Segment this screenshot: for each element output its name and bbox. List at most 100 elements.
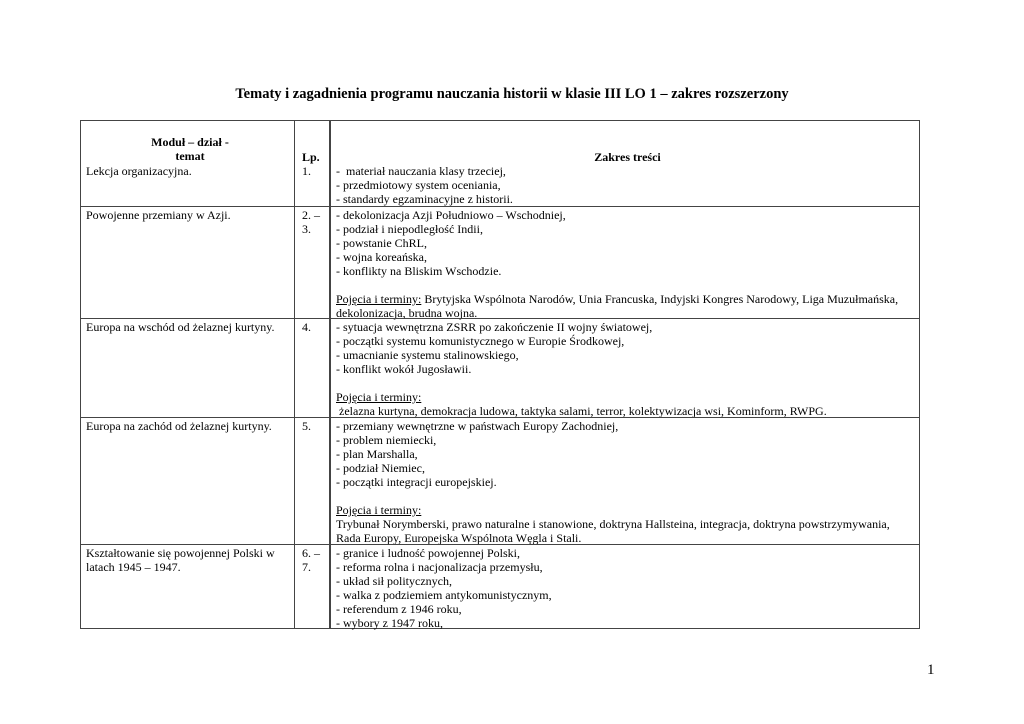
lp-text: 6. – bbox=[302, 546, 320, 560]
topic-cell: Powojenne przemiany w Azji. bbox=[81, 207, 294, 318]
content-text: - wojna koreańska, bbox=[336, 250, 427, 264]
content-line: - wojna koreańska, bbox=[336, 250, 919, 264]
content-line: Trybunał Norymberski, prawo naturalne i … bbox=[336, 517, 919, 531]
content-line: - powstanie ChRL, bbox=[336, 236, 919, 250]
table-row: Powojenne przemiany w Azji. 2. –3. - dekol… bbox=[81, 206, 919, 320]
content-text: - układ sił politycznych, bbox=[336, 574, 452, 588]
content-text: - standardy egzaminacyjne z historii. bbox=[336, 192, 513, 206]
content-text: Trybunał Norymberski, prawo naturalne i … bbox=[336, 517, 890, 531]
content-line: - początki integracji europejskiej. bbox=[336, 475, 919, 489]
lp-text: 5. bbox=[302, 419, 311, 433]
content-text: - przedmiotowy system oceniania, bbox=[336, 178, 501, 192]
content-text: - podział Niemiec, bbox=[336, 461, 425, 475]
content-line: - granice i ludność powojennej Polski, bbox=[336, 546, 919, 560]
content-line: Rada Europy, Europejska Wspólnota Węgla … bbox=[336, 531, 919, 545]
lp-cell: 6. –7. bbox=[294, 545, 329, 628]
content-line: - materiał nauczania klasy trzeciej, bbox=[336, 164, 919, 178]
table-row: Kształtowanie się powojennej Polski w lat… bbox=[81, 544, 919, 630]
topic-text: Powojenne przemiany w Azji. bbox=[86, 208, 231, 222]
content-cell: - granice i ludność powojennej Polski, - … bbox=[329, 545, 919, 630]
header-module-line: Moduł – dział - bbox=[151, 135, 229, 149]
table-row: Lekcja organizacyjna. 1. - materiał naucza… bbox=[81, 163, 919, 206]
content-text: - sytuacja wewnętrzna ZSRR po zakończeni… bbox=[336, 320, 653, 334]
table-header-row: Moduł – dział - temat Lp. Zakres treści bbox=[81, 121, 919, 164]
content-line: Pojęcia i terminy: bbox=[336, 503, 919, 517]
content-line: - początki systemu komunistycznego w Eur… bbox=[336, 334, 919, 348]
content-text: - konflikty na Bliskim Wschodzie. bbox=[336, 264, 502, 278]
content-line: - referendum z 1946 roku, bbox=[336, 602, 919, 616]
terms-label: Pojęcia i terminy: bbox=[336, 390, 422, 404]
topic-text: Europa na wschód od żelaznej kurtyny. bbox=[86, 320, 275, 334]
content-line bbox=[336, 489, 919, 503]
curriculum-table: Moduł – dział - temat Lp. Zakres treści … bbox=[80, 120, 920, 630]
content-line: dekolonizacja, brudna wojna. bbox=[336, 306, 919, 320]
content-line: - standardy egzaminacyjne z historii. bbox=[336, 192, 919, 206]
content-text: - referendum z 1946 roku, bbox=[336, 602, 462, 616]
content-line: - dekolonizacja Azji Południowo – Wschod… bbox=[336, 208, 919, 222]
content-line: Pojęcia i terminy: bbox=[336, 390, 919, 404]
content-text: - początki integracji europejskiej. bbox=[336, 475, 497, 489]
content-line: Pojęcia i terminy: Brytyjska Wspólnota N… bbox=[336, 292, 919, 306]
lp-cell: 5. bbox=[294, 418, 329, 544]
topic-cell: Kształtowanie się powojennej Polski w lat… bbox=[81, 545, 294, 628]
content-text: - granice i ludność powojennej Polski, bbox=[336, 546, 520, 560]
topic-cell: Lekcja organizacyjna. bbox=[81, 163, 294, 206]
content-line: - przedmiotowy system oceniania, bbox=[336, 178, 919, 192]
terms-label: Pojęcia i terminy: bbox=[336, 503, 422, 517]
content-text: Rada Europy, Europejska Wspólnota Węgla … bbox=[336, 531, 582, 545]
content-text: - dekolonizacja Azji Południowo – Wschod… bbox=[336, 208, 566, 222]
table-row: Europa na wschód od żelaznej kurtyny. 4. -… bbox=[81, 318, 919, 418]
topic-text: Kształtowanie się powojennej Polski w bbox=[86, 546, 275, 560]
lp-cell: 1. bbox=[294, 163, 329, 206]
content-line: - przemiany wewnętrzne w państwach Europ… bbox=[336, 419, 919, 433]
content-text: - materiał nauczania klasy trzeciej, bbox=[336, 164, 506, 178]
content-text: - powstanie ChRL, bbox=[336, 236, 427, 250]
content-text: - plan Marshalla, bbox=[336, 447, 418, 461]
content-line: - podział Niemiec, bbox=[336, 461, 919, 475]
content-line bbox=[336, 376, 919, 390]
lp-text: 2. – bbox=[302, 208, 320, 222]
topic-text: Lekcja organizacyjna. bbox=[86, 164, 192, 178]
document-title: Tematy i zagadnienia programu nauczania … bbox=[235, 86, 789, 102]
header-lp: Lp. bbox=[294, 121, 329, 164]
content-line: żelazna kurtyna, demokracja ludowa, takt… bbox=[336, 404, 919, 418]
lp-text: 7. bbox=[302, 560, 311, 574]
content-line: - problem niemiecki, bbox=[336, 433, 919, 447]
topic-text: Europa na zachód od żelaznej kurtyny. bbox=[86, 419, 272, 433]
content-line: - wybory z 1947 roku, bbox=[336, 616, 919, 630]
content-text: - konflikt wokół Jugosławii. bbox=[336, 362, 472, 376]
content-line: - konflikty na Bliskim Wschodzie. bbox=[336, 264, 919, 278]
content-text: - podział i niepodległość Indii, bbox=[336, 222, 483, 236]
content-line: - walka z podziemiem antykomunistycznym, bbox=[336, 588, 919, 602]
content-text: Brytyjska Wspólnota Narodów, Unia Francu… bbox=[421, 292, 899, 306]
lp-cell: 2. –3. bbox=[294, 207, 329, 318]
content-line: - umacnianie systemu stalinowskiego, bbox=[336, 348, 919, 362]
page-number: 1 bbox=[927, 662, 935, 678]
content-text: - wybory z 1947 roku, bbox=[336, 616, 443, 630]
content-line: - podział i niepodległość Indii, bbox=[336, 222, 919, 236]
content-cell: - materiał nauczania klasy trzeciej, - pr… bbox=[329, 163, 919, 206]
content-line: - układ sił politycznych, bbox=[336, 574, 919, 588]
table-row: Europa na zachód od żelaznej kurtyny. 5. -… bbox=[81, 417, 919, 545]
content-text: dekolonizacja, brudna wojna. bbox=[336, 306, 478, 320]
terms-label: Pojęcia i terminy: bbox=[336, 292, 422, 306]
content-cell: - przemiany wewnętrzne w państwach Europ… bbox=[329, 418, 919, 545]
topic-cell: Europa na zachód od żelaznej kurtyny. bbox=[81, 418, 294, 544]
content-text: - przemiany wewnętrzne w państwach Europ… bbox=[336, 419, 619, 433]
header-module: Moduł – dział - temat bbox=[81, 121, 294, 163]
lp-cell: 4. bbox=[294, 319, 329, 417]
content-cell: - sytuacja wewnętrzna ZSRR po zakończeni… bbox=[329, 319, 919, 418]
lp-text: 3. bbox=[302, 222, 311, 236]
content-text: - reforma rolna i nacjonalizacja przemys… bbox=[336, 560, 543, 574]
content-text: - umacnianie systemu stalinowskiego, bbox=[336, 348, 519, 362]
content-line: - sytuacja wewnętrzna ZSRR po zakończeni… bbox=[336, 320, 919, 334]
content-text: - początki systemu komunistycznego w Eur… bbox=[336, 334, 625, 348]
content-text: żelazna kurtyna, demokracja ludowa, takt… bbox=[336, 404, 827, 418]
content-cell: - dekolonizacja Azji Południowo – Wschod… bbox=[329, 207, 919, 320]
header-module-line: temat bbox=[175, 149, 205, 163]
header-content: Zakres treści bbox=[329, 121, 919, 164]
content-text: - problem niemiecki, bbox=[336, 433, 437, 447]
content-line: - konflikt wokół Jugosławii. bbox=[336, 362, 919, 376]
content-text: - walka z podziemiem antykomunistycznym, bbox=[336, 588, 552, 602]
content-line: - plan Marshalla, bbox=[336, 447, 919, 461]
